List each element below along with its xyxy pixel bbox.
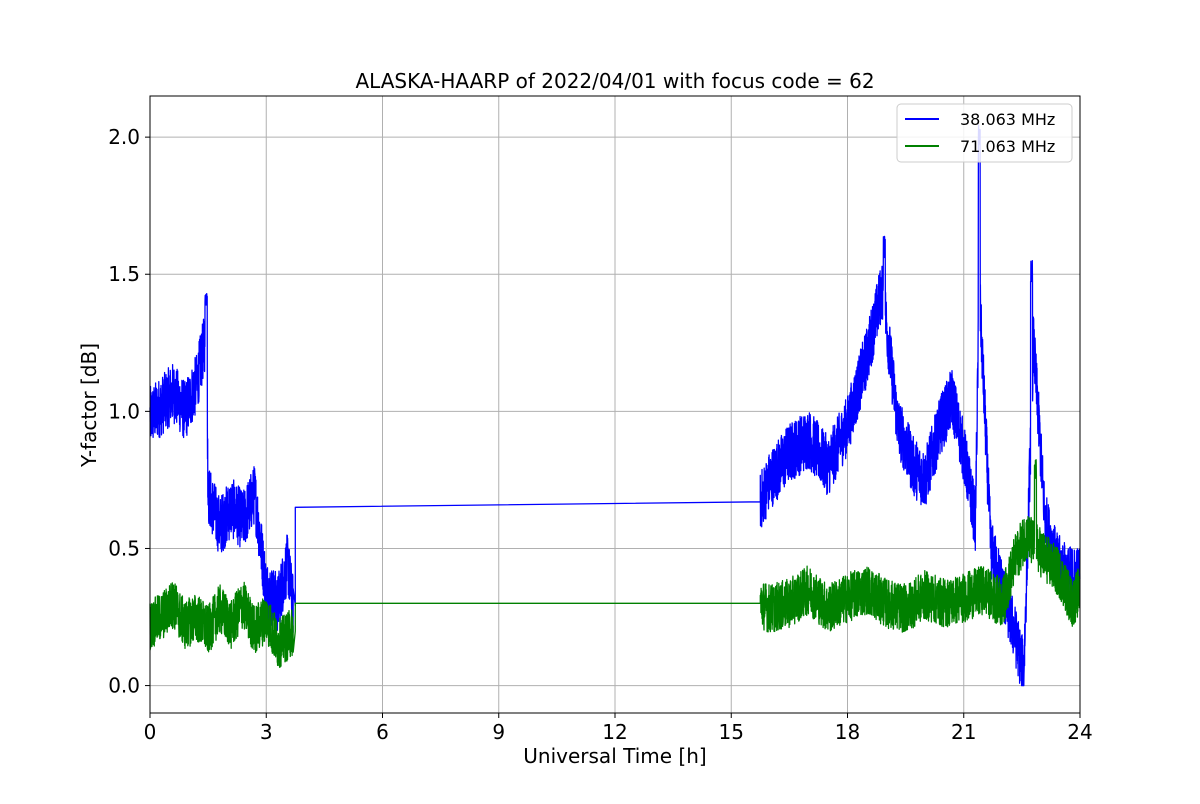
legend-label: 71.063 MHz [960,137,1055,156]
legend-label: 38.063 MHz [960,110,1055,129]
y-tick-label: 2.0 [108,125,140,149]
y-axis-label: Y-factor [dB] [77,343,101,468]
x-tick-label: 0 [144,720,157,744]
series-layer [149,124,1081,687]
y-axis: 0.0 0.5 1.0 1.5 2.0 [108,125,150,698]
y-tick-label: 1.5 [108,262,140,286]
chart-title: ALASKA-HAARP of 2022/04/01 with focus co… [355,69,874,93]
x-tick-label: 21 [951,720,976,744]
y-tick-label: 0.0 [108,674,140,698]
y-tick-label: 0.5 [108,536,140,560]
series-line-2 [149,459,1081,668]
x-axis: 0 3 6 9 12 15 18 21 24 [144,713,1093,744]
x-tick-label: 6 [376,720,389,744]
x-tick-label: 12 [602,720,627,744]
legend: 38.063 MHz 71.063 MHz [896,103,1073,163]
x-tick-label: 3 [260,720,273,744]
x-tick-label: 18 [835,720,860,744]
x-axis-label: Universal Time [h] [523,744,706,768]
x-tick-label: 9 [492,720,505,744]
x-tick-label: 15 [719,720,744,744]
legend-box [896,103,1073,163]
x-tick-label: 24 [1067,720,1092,744]
y-tick-label: 1.0 [108,399,140,423]
